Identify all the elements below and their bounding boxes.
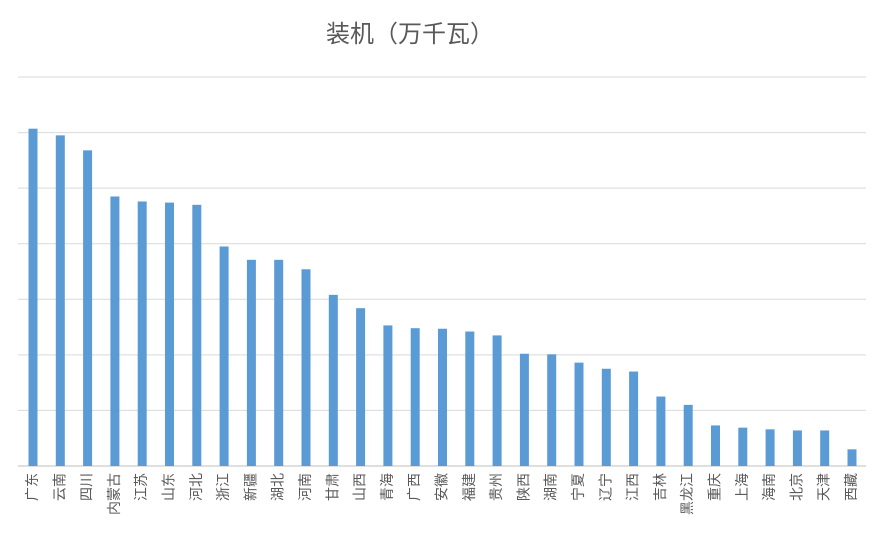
x-tick-label: 江苏 bbox=[134, 473, 150, 501]
bar bbox=[820, 430, 830, 466]
x-tick-label: 贵州 bbox=[489, 473, 505, 501]
x-tick-label: 天津 bbox=[817, 473, 833, 501]
x-tick-label: 安徽 bbox=[435, 473, 451, 501]
x-tick-label: 黑龙江 bbox=[680, 473, 696, 515]
x-tick-label: 河北 bbox=[189, 473, 205, 501]
bar bbox=[711, 425, 720, 466]
x-tick-labels: 广东 云南 四川 内蒙古 江苏 山东 河北 浙江 新疆 湖北 河南 甘肃 山西 青海 广西 安徽 福建 贵州 陕西湖… bbox=[25, 473, 860, 515]
bar bbox=[165, 202, 174, 466]
x-tick-label: 重庆 bbox=[708, 473, 724, 501]
x-tick-label: 甘肃 bbox=[325, 473, 341, 501]
bar bbox=[274, 259, 284, 466]
bar bbox=[246, 259, 256, 466]
bars bbox=[28, 128, 857, 467]
x-tick-label: 北京 bbox=[789, 473, 805, 501]
bar bbox=[519, 353, 529, 466]
bar bbox=[465, 331, 475, 466]
bar bbox=[847, 449, 857, 466]
x-tick-label: 湖南 bbox=[544, 473, 560, 501]
bar bbox=[192, 204, 202, 467]
bar bbox=[83, 150, 93, 466]
bar bbox=[574, 362, 584, 466]
bar bbox=[328, 294, 338, 466]
x-tick-label: 陕西 bbox=[516, 473, 532, 501]
bar bbox=[738, 427, 748, 466]
bar bbox=[301, 269, 311, 466]
x-tick-label: 山西 bbox=[353, 473, 369, 501]
bar bbox=[438, 328, 447, 466]
x-tick-label: 山东 bbox=[162, 473, 178, 501]
bar bbox=[28, 128, 38, 466]
x-tick-label: 青海 bbox=[380, 473, 396, 501]
x-tick-label: 内蒙古 bbox=[107, 473, 123, 515]
bar bbox=[765, 429, 775, 466]
chart-title: 装机（万千瓦） bbox=[326, 20, 494, 48]
x-tick-label: 江西 bbox=[626, 473, 642, 501]
x-tick-label: 辽宁 bbox=[597, 473, 614, 501]
x-tick-label: 吉林 bbox=[653, 473, 669, 501]
x-tick-label: 浙江 bbox=[216, 473, 232, 501]
x-tick-label: 福建 bbox=[462, 473, 478, 501]
bar bbox=[383, 325, 393, 466]
x-tick-label: 广西 bbox=[407, 473, 423, 501]
bar bbox=[137, 201, 147, 467]
bar bbox=[110, 196, 120, 466]
x-tick-label: 宁夏 bbox=[570, 473, 587, 501]
x-tick-label: 四川 bbox=[80, 473, 96, 501]
bar bbox=[683, 404, 693, 466]
bar bbox=[410, 328, 420, 466]
x-tick-label: 云南 bbox=[52, 473, 68, 501]
bar bbox=[55, 135, 65, 466]
x-tick-label: 湖北 bbox=[271, 473, 287, 501]
x-tick-label: 新疆 bbox=[243, 473, 259, 501]
bar bbox=[629, 371, 639, 466]
bar bbox=[547, 354, 557, 466]
bar bbox=[219, 246, 229, 466]
bar bbox=[656, 396, 666, 466]
x-tick-label: 海南 bbox=[762, 473, 778, 501]
bar bbox=[356, 308, 366, 466]
x-tick-label: 广东 bbox=[25, 473, 41, 501]
bar bbox=[601, 368, 611, 466]
x-tick-label: 西藏 bbox=[844, 473, 860, 501]
bar bbox=[492, 335, 502, 466]
x-tick-label: 河南 bbox=[298, 473, 314, 501]
bar bbox=[792, 430, 802, 466]
x-tick-label: 上海 bbox=[735, 473, 751, 501]
